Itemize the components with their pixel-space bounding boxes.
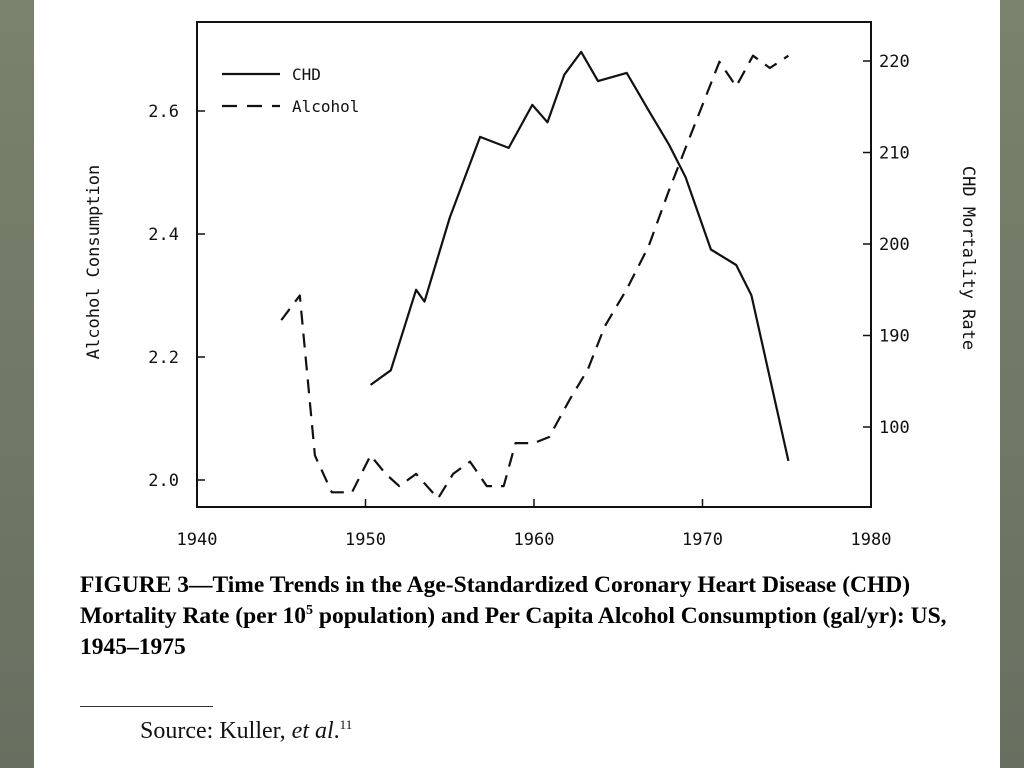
y-left-tick-label: 2.0 xyxy=(148,471,179,491)
y-right-tick-label: 210 xyxy=(879,144,910,164)
y-right-tick-label: 200 xyxy=(879,235,910,255)
y-left-axis-title: Alcohol Consumption xyxy=(84,165,104,359)
source-reference: 11 xyxy=(339,717,353,732)
x-tick-label: 1980 xyxy=(851,530,892,550)
plot-frame xyxy=(196,21,872,508)
caption-text-1: FIGURE 3—Time Trends in the Age-Standard… xyxy=(80,572,911,629)
figure-caption: FIGURE 3—Time Trends in the Age-Standard… xyxy=(80,570,985,663)
x-tick-label: 1940 xyxy=(177,530,218,550)
legend-label-chd: CHD xyxy=(292,65,321,84)
series-line-chd xyxy=(369,50,790,462)
legend-label-alcohol: Alcohol xyxy=(292,97,359,116)
source-prefix: Source: Kuller, xyxy=(140,718,292,744)
source-citation: Source: Kuller, et al.11 xyxy=(140,717,352,745)
y-left-tick-label: 2.4 xyxy=(148,225,179,245)
y-left-tick-label: 2.2 xyxy=(148,348,179,368)
x-tick-label: 1970 xyxy=(682,530,723,550)
y-right-axis-title: CHD Mortality Rate xyxy=(958,166,978,350)
source-italic: et al xyxy=(291,718,334,744)
x-tick-label: 1960 xyxy=(514,530,555,550)
caption-text-2: population) and Per Capita Alcohol Consu… xyxy=(80,603,947,660)
slide-panel xyxy=(34,0,1000,768)
y-right-tick-label: 220 xyxy=(879,52,910,72)
y-right-tick-label: 190 xyxy=(879,327,910,347)
y-right-tick-label: 100 xyxy=(879,418,910,438)
source-divider xyxy=(80,706,213,707)
source-suffix: . xyxy=(333,718,340,744)
y-left-tick-label: 2.6 xyxy=(148,102,179,122)
series-line-alcohol xyxy=(280,54,790,500)
caption-superscript: 5 xyxy=(306,603,314,619)
x-tick-label: 1950 xyxy=(345,530,386,550)
